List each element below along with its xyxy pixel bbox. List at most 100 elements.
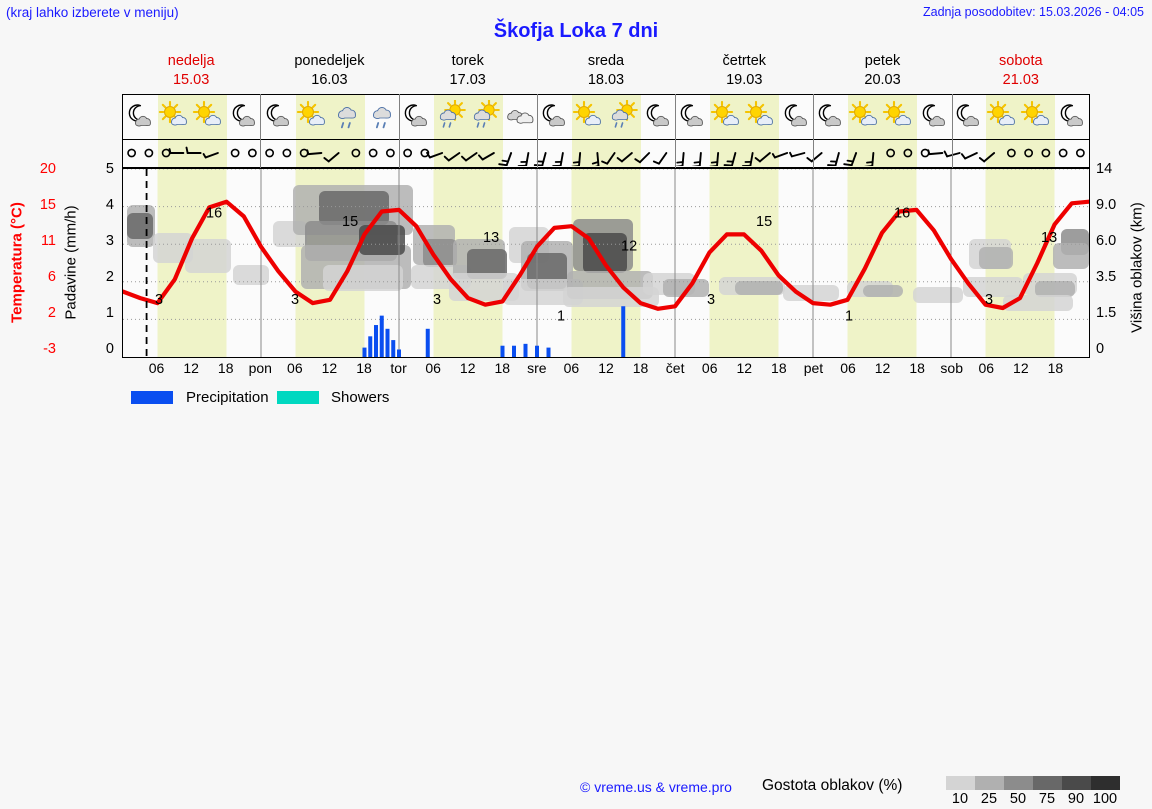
x-tick-label: sob	[940, 360, 963, 376]
cloud-density-scale-label: 10	[952, 791, 968, 807]
precipitation-axis-title-label: Padavine (mm/h)	[63, 193, 80, 333]
weather-icon-overcast	[503, 95, 538, 139]
x-tick-label: 12	[322, 360, 338, 376]
precipitation-legend-label: Precipitation	[186, 389, 269, 406]
x-tick-label: čet	[666, 360, 685, 376]
cloud-density-swatch	[975, 776, 1004, 790]
cloud-density-swatch	[946, 776, 975, 790]
cloud-density-scale-label: 25	[981, 791, 997, 807]
precip-ticks-tick: 2	[88, 269, 114, 285]
svg-text:13: 13	[483, 230, 499, 246]
cloud-density-scale-label: 75	[1039, 791, 1055, 807]
showers-legend-swatch	[277, 391, 319, 404]
weather-icon-night-cloudy	[537, 95, 572, 139]
weather-icon-night-cloudy	[261, 95, 296, 139]
svg-text:15: 15	[756, 214, 772, 230]
svg-text:16: 16	[894, 206, 910, 222]
x-tick-label: 12	[736, 360, 752, 376]
x-tick-label: 06	[564, 360, 580, 376]
showers-legend-label: Showers	[331, 389, 389, 406]
x-tick-label: 18	[1048, 360, 1064, 376]
weather-icon-sun-cloud	[848, 95, 883, 139]
day-name: sreda	[537, 52, 675, 71]
x-tick-label: 06	[287, 360, 303, 376]
weather-icon-sun-cloud-rain	[434, 95, 469, 139]
day-date: 18.03	[537, 71, 675, 90]
x-tick-label: 12	[598, 360, 614, 376]
cloud-density-scale-label: 50	[1010, 791, 1026, 807]
weather-icon-sun-cloud	[710, 95, 745, 139]
day-name: četrtek	[675, 52, 813, 71]
weather-icon-sun-cloud	[986, 95, 1021, 139]
temp-ticks-tick: -3	[26, 341, 56, 357]
cloud-density-legend-title: Gostota oblakov (%)	[762, 777, 902, 795]
cloud-density-swatch	[1033, 776, 1062, 790]
x-tick-label: 18	[771, 360, 787, 376]
day-name: nedelja	[122, 52, 260, 71]
svg-text:16: 16	[206, 206, 222, 222]
day-separator	[813, 94, 814, 168]
weather-icon-night-cloudy	[399, 95, 434, 139]
day-date: 16.03	[260, 71, 398, 90]
day-date: 17.03	[399, 71, 537, 90]
weather-icon-cloud-rain	[365, 95, 400, 139]
svg-text:3: 3	[707, 292, 715, 308]
precipitation-axis-title: Padavine (mm/h)	[58, 168, 84, 358]
temp-ticks-tick: 6	[26, 269, 56, 285]
x-tick-label: 18	[218, 360, 234, 376]
cloudheight-axis-title: Višina oblakov (km)	[1124, 168, 1150, 368]
x-tick-label: pon	[249, 360, 272, 376]
cloud-density-swatch	[1062, 776, 1091, 790]
temp-ticks-tick: 15	[26, 197, 56, 213]
weather-icon-night-cloudy	[813, 95, 848, 139]
day-date: 19.03	[675, 71, 813, 90]
precip-ticks-tick: 3	[88, 233, 114, 249]
precip-ticks-tick: 1	[88, 305, 114, 321]
cloud-density-swatch	[1004, 776, 1033, 790]
day-name: sobota	[952, 52, 1090, 71]
x-tick-label: sre	[527, 360, 546, 376]
x-tick-label: tor	[390, 360, 406, 376]
svg-text:3: 3	[433, 292, 441, 308]
temp-ticks-tick: 11	[26, 233, 56, 249]
day-separator	[675, 94, 676, 168]
svg-text:3: 3	[155, 292, 163, 308]
weather-icon-sun-cloud	[744, 95, 779, 139]
x-tick-label: 06	[978, 360, 994, 376]
precipitation-legend-swatch	[131, 391, 173, 404]
x-tick-label: 18	[633, 360, 649, 376]
weather-icon-night-cloudy	[779, 95, 814, 139]
day-date: 15.03	[122, 71, 260, 90]
svg-text:1: 1	[845, 308, 853, 324]
x-tick-label: 18	[356, 360, 372, 376]
day-date: 20.03	[813, 71, 951, 90]
last-update-text: Zadnja posodobitev: 15.03.2026 - 04:05	[923, 5, 1144, 19]
x-tick-label: 12	[1013, 360, 1029, 376]
svg-text:1: 1	[557, 308, 565, 324]
day-separator	[537, 94, 538, 168]
weather-icon-sun-cloud	[158, 95, 193, 139]
menu-hint-text: (kraj lahko izberete v meniju)	[6, 5, 179, 20]
day-separator	[260, 94, 261, 168]
day-date: 21.03	[952, 71, 1090, 90]
weather-icon-night-cloudy	[675, 95, 710, 139]
weather-icon-sun-cloud-rain	[468, 95, 503, 139]
weather-icon-night-cloudy	[123, 95, 158, 139]
cloud-density-color-scale	[946, 776, 1120, 790]
weather-icon-sun-cloud	[296, 95, 331, 139]
x-tick-label: 06	[840, 360, 856, 376]
copyright-link[interactable]: © vreme.us & vreme.pro	[580, 779, 732, 795]
weather-icon-sun-cloud	[882, 95, 917, 139]
page-title: Škofja Loka 7 dni	[0, 20, 1152, 43]
precip-ticks-tick: 0	[88, 341, 114, 357]
weather-icon-night-cloudy	[227, 95, 262, 139]
day-name: torek	[399, 52, 537, 71]
svg-text:3: 3	[291, 292, 299, 308]
